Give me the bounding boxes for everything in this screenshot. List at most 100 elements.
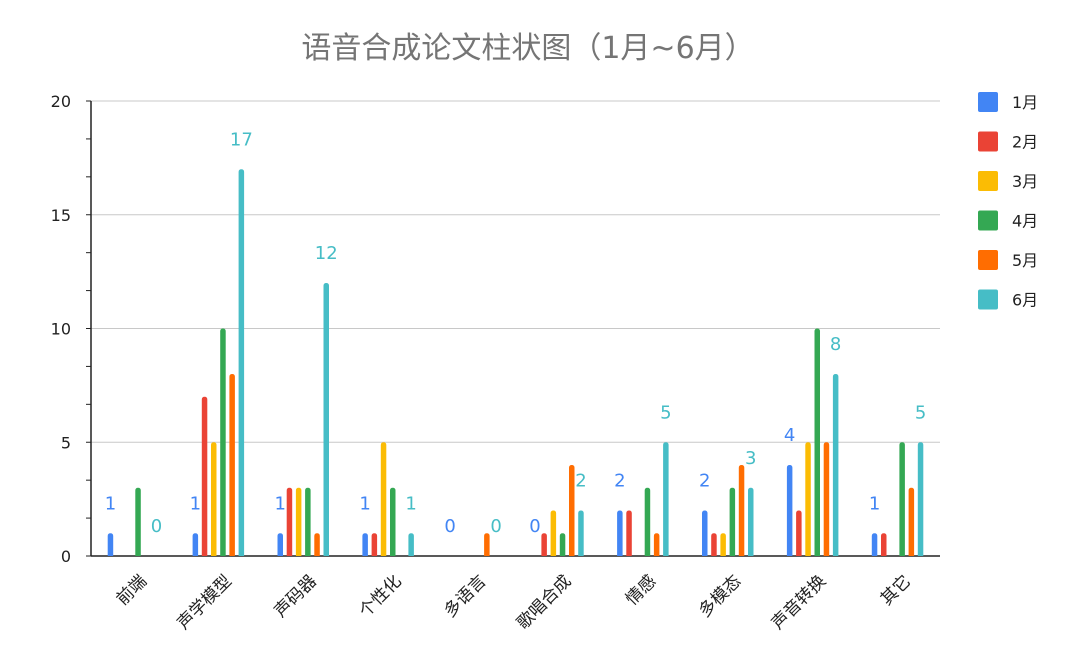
data-label: 2: [699, 471, 710, 492]
data-label: 0: [151, 516, 162, 537]
bar: [796, 510, 802, 556]
x-tick-label: 个性化: [355, 571, 405, 621]
bar: [408, 533, 414, 556]
x-tick-label: 歌唱合成: [513, 571, 575, 633]
data-label: 12: [315, 243, 338, 264]
bar: [541, 533, 547, 556]
x-tick-label: 声学模型: [174, 571, 236, 633]
bar: [881, 533, 887, 556]
x-tick-label: 多语言: [440, 571, 490, 621]
bar: [135, 487, 141, 556]
legend-swatch: [978, 210, 998, 231]
data-label: 2: [575, 471, 586, 492]
legend-swatch: [978, 131, 998, 152]
legend-swatch: [978, 289, 998, 310]
bar: [729, 487, 736, 556]
bar: [569, 465, 575, 556]
bar: [220, 328, 226, 556]
data-label: 1: [869, 493, 880, 514]
legend-swatch: [978, 92, 998, 112]
bar: [295, 487, 302, 556]
bar: [871, 533, 878, 556]
data-label: 3: [745, 448, 756, 469]
bar: [832, 374, 839, 556]
x-tick-label: 其它: [877, 571, 915, 609]
data-label: 0: [444, 516, 455, 537]
bar: [192, 533, 199, 556]
y-tick-label: 0: [61, 547, 71, 566]
bar: [702, 510, 708, 556]
legend-label: 1月: [1012, 93, 1038, 112]
data-label: 1: [105, 493, 116, 514]
legend-swatch: [978, 250, 998, 270]
y-tick-label: 20: [51, 92, 71, 111]
data-labels: 1 0 1 17 1 12 1 1 0 0 0 2 2 5 2 3 4 8 1 5: [105, 129, 927, 537]
bar: [663, 442, 669, 556]
x-tick-label: 多模态: [695, 571, 745, 621]
data-label: 1: [275, 493, 286, 514]
legend-label: 4月: [1012, 212, 1038, 231]
bar: [711, 533, 717, 556]
bar: [578, 510, 584, 556]
bar: [550, 510, 557, 556]
bar: [323, 283, 329, 556]
bar: [917, 442, 924, 556]
bar: [371, 533, 378, 556]
bar: [908, 487, 915, 556]
data-label: 8: [830, 334, 841, 355]
bars: [107, 169, 924, 556]
data-label: 0: [490, 516, 501, 537]
bar: [380, 442, 387, 556]
legend-swatch: [978, 171, 998, 191]
bar: [738, 465, 745, 556]
data-label: 2: [614, 471, 625, 492]
data-label: 5: [915, 402, 926, 423]
x-tick-label: 情感: [622, 571, 660, 609]
legend-label: 3月: [1012, 172, 1038, 191]
bar: [390, 487, 396, 556]
bar: [823, 442, 830, 556]
bar: [362, 533, 368, 556]
data-label: 1: [359, 493, 370, 514]
bar: [626, 510, 632, 556]
bar: [201, 396, 208, 556]
data-label: 17: [230, 129, 253, 150]
legend-item: 4月: [978, 210, 1038, 231]
legend-label: 6月: [1012, 291, 1038, 310]
legend-item: 2月: [978, 131, 1038, 152]
bar: [748, 487, 754, 556]
bar: [229, 374, 235, 556]
chart-title: 语音合成论文柱状图（1月~6月）: [301, 31, 754, 66]
bar: [899, 442, 905, 556]
data-label: 1: [190, 493, 201, 514]
bar: [277, 533, 283, 556]
data-label: 1: [405, 493, 416, 514]
data-label: 5: [660, 402, 671, 423]
bar: [286, 487, 293, 556]
legend-item: 1月: [978, 92, 1038, 112]
data-label: 0: [529, 516, 540, 537]
legend-item: 3月: [978, 171, 1038, 191]
bar: [653, 533, 660, 556]
bar: [805, 442, 811, 556]
y-tick-label: 10: [51, 320, 71, 339]
legend-label: 5月: [1012, 251, 1038, 270]
x-tick-label: 前端: [113, 571, 151, 609]
x-tick-label: 声音转换: [768, 571, 830, 633]
bar: [238, 169, 245, 556]
bar: [211, 442, 217, 556]
bar: [720, 533, 726, 556]
bar: [107, 533, 114, 556]
bar: [559, 533, 566, 556]
legend-item: 5月: [978, 250, 1038, 270]
x-tick-label: 声码器: [271, 571, 321, 621]
bar: [617, 510, 623, 556]
legend: 1月 2月 3月 4月 5月 6月: [978, 92, 1038, 310]
data-label: 4: [784, 425, 795, 446]
bar: [484, 533, 490, 556]
bar: [314, 533, 320, 556]
gridlines: [91, 100, 940, 443]
bar: [786, 465, 793, 556]
